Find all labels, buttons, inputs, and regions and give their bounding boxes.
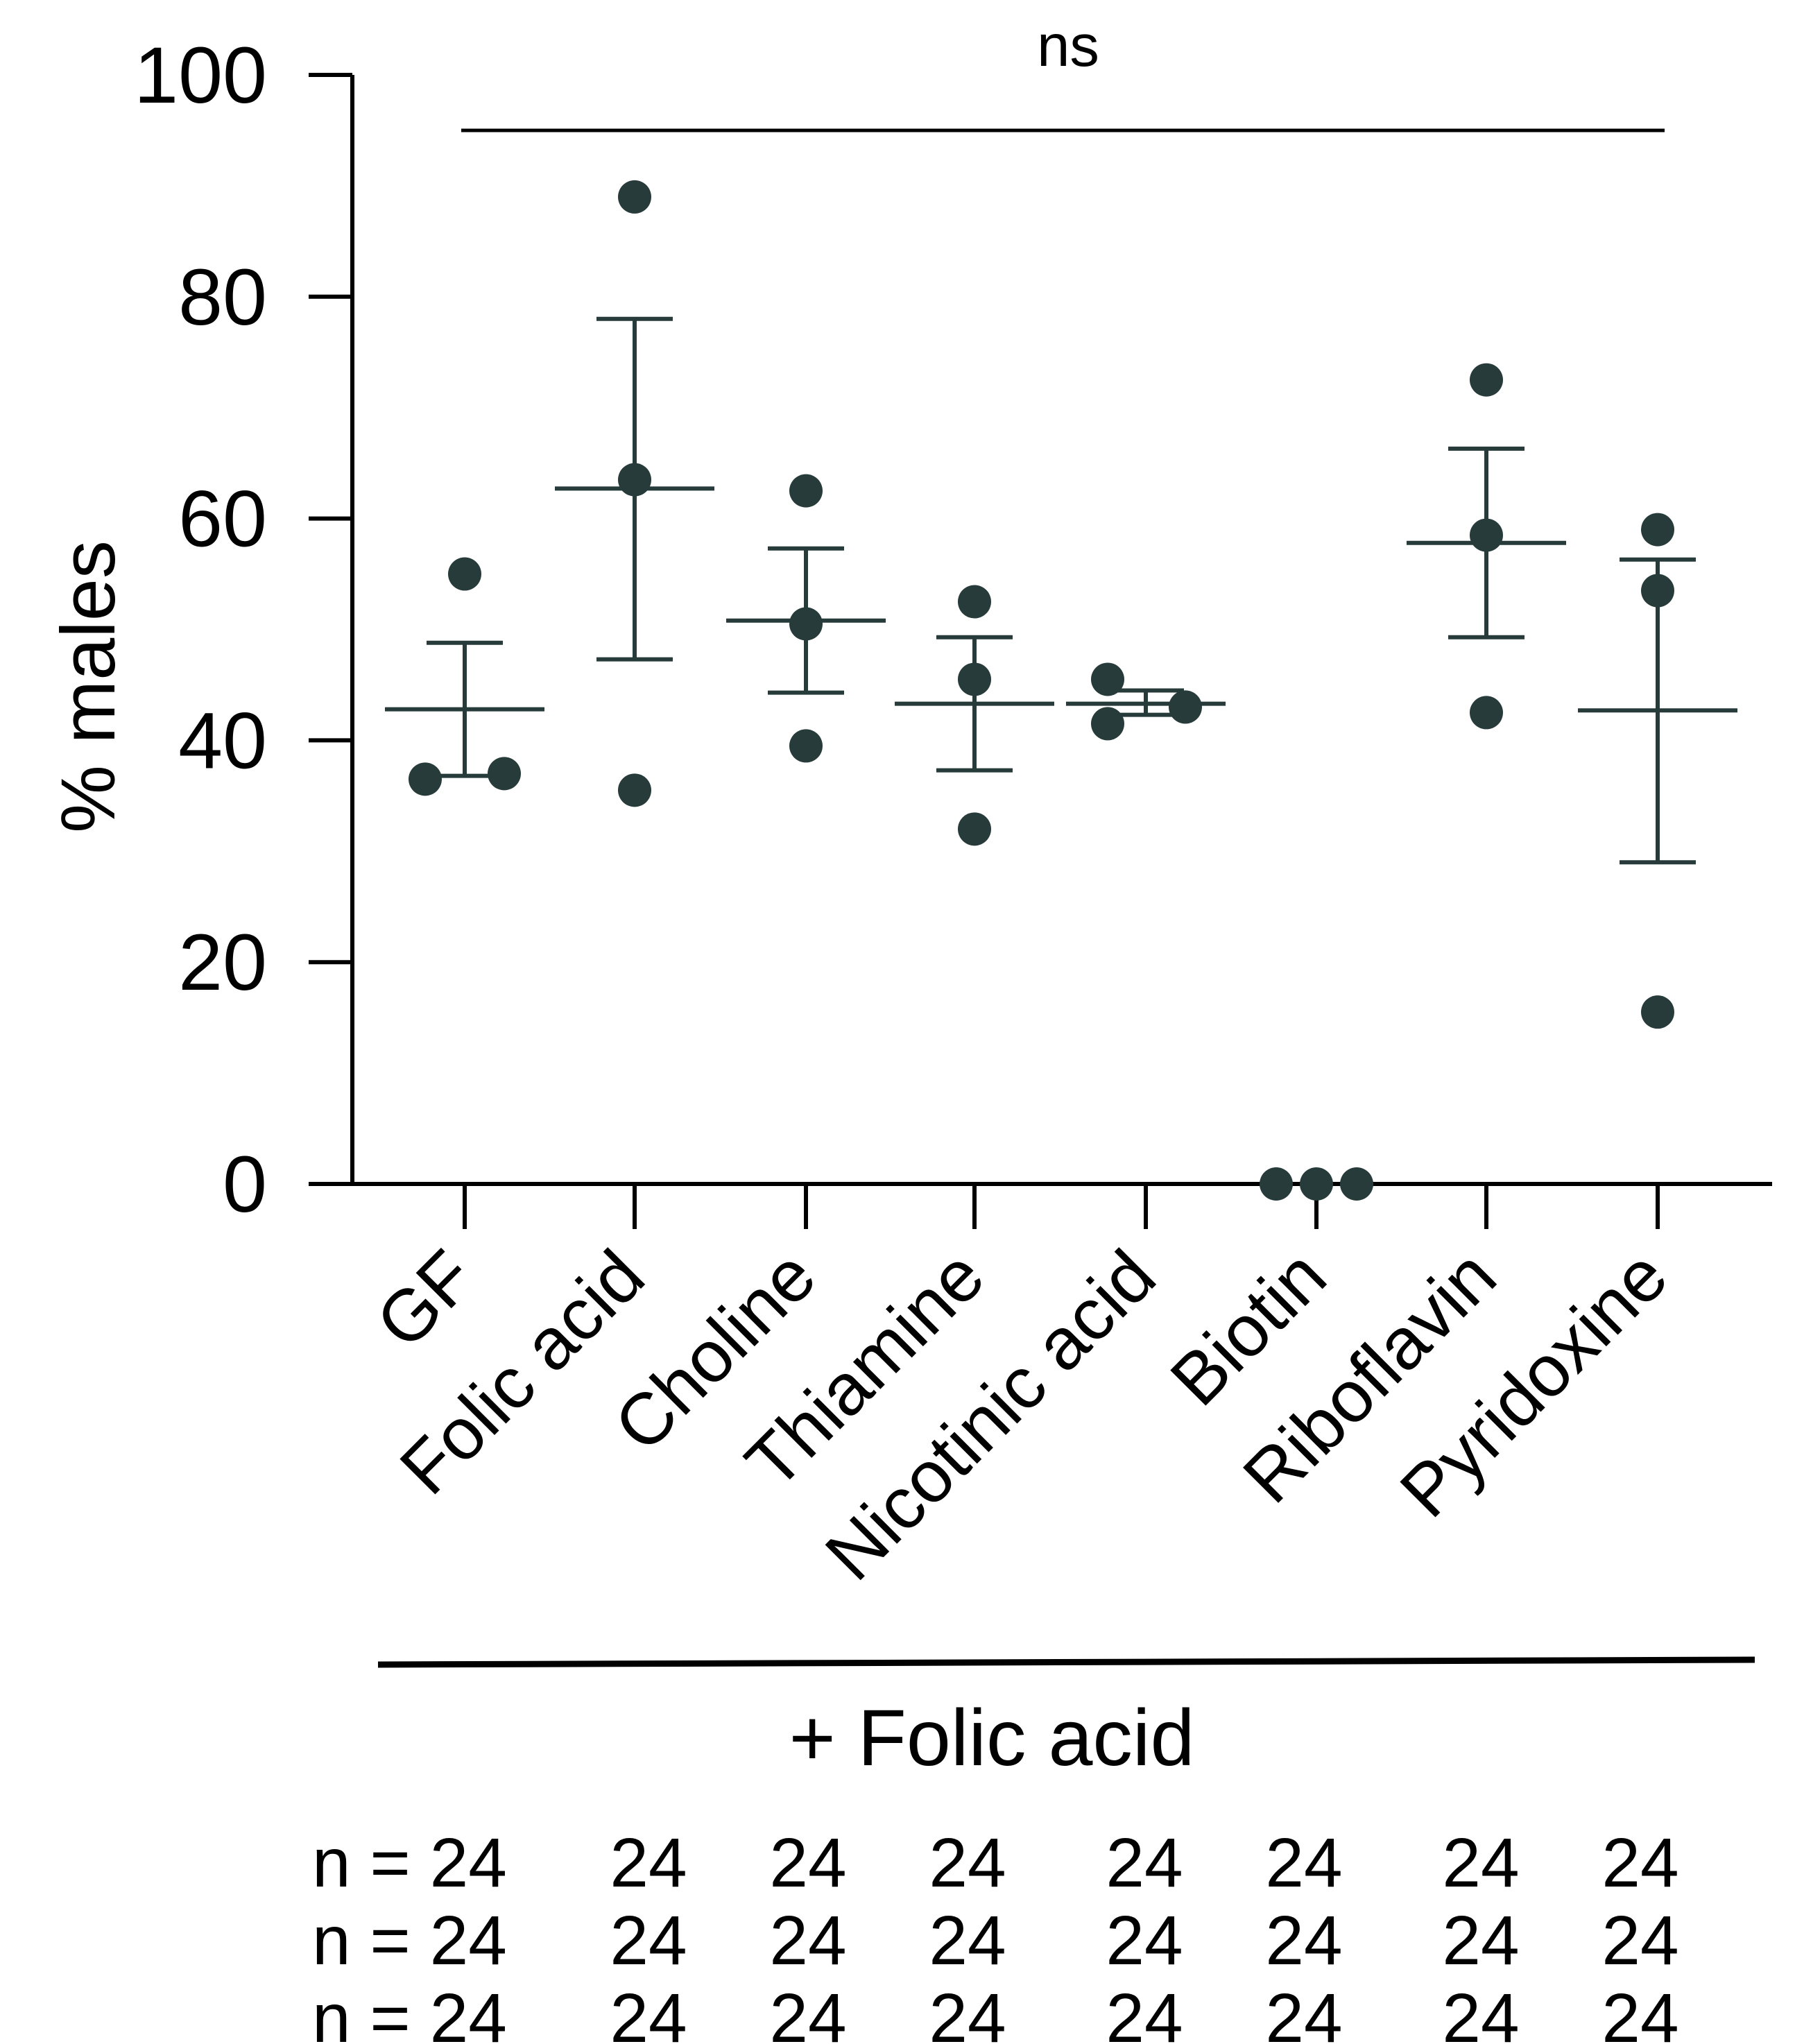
n-value: 24 [1601,1902,1678,1979]
n-value: 24 [1106,1902,1183,1979]
y-axis-label: % males [46,540,131,833]
data-point [488,757,521,791]
n-value: 24 [929,1824,1006,1902]
n-value: 24 [769,1824,846,1902]
data-point [1641,995,1674,1029]
data-point [1169,690,1202,724]
data-point [958,662,991,696]
n-row-label: n = 24 [312,1979,507,2044]
data-point [1091,707,1124,741]
y-tick-label: 60 [178,475,267,564]
data-point [958,812,991,846]
n-value: 24 [610,1824,687,1902]
n-value: 24 [769,1902,846,1979]
data-point [409,762,442,796]
data-point [1641,513,1674,547]
y-tick-label: 100 [134,31,267,120]
y-tick-label: 40 [178,696,267,785]
group-label: + Folic acid [789,1694,1195,1783]
data-point [789,474,823,508]
n-value: 24 [1265,1824,1342,1902]
data-point [1470,696,1503,730]
data-point [1470,363,1503,397]
n-value: 24 [1265,1979,1342,2044]
data-point [789,607,823,641]
n-value: 24 [1442,1824,1519,1902]
y-tick-label: 80 [178,253,267,342]
y-tick-label: 20 [178,918,267,1007]
y-tick-label: 0 [223,1140,267,1229]
data-point [1260,1167,1293,1201]
n-value: 24 [929,1979,1006,2044]
significance-label: ns [1037,13,1099,79]
n-value: 24 [1106,1824,1183,1902]
data-point [1340,1167,1373,1201]
x-tick-label: GF [361,1235,490,1364]
data-point [789,729,823,763]
n-value: 24 [1442,1979,1519,2044]
data-point [958,585,991,619]
data-point [1091,662,1124,696]
n-row-label: n = 24 [312,1902,507,1979]
n-value: 24 [610,1902,687,1979]
data-point [448,557,481,591]
n-value: 24 [1106,1979,1183,2044]
data-point [618,463,651,497]
data-point [618,180,651,214]
n-value: 24 [1442,1902,1519,1979]
n-value: 24 [1601,1979,1678,2044]
n-value: 24 [1601,1824,1678,1902]
data-point [618,773,651,807]
n-value: 24 [610,1979,687,2044]
n-row-label: n = 24 [312,1824,507,1902]
n-value: 24 [929,1902,1006,1979]
data-point [1470,518,1503,552]
data-point [1641,574,1674,608]
n-value: 24 [1265,1902,1342,1979]
group-bracket-line [377,1656,1755,1668]
n-value: 24 [769,1979,846,2044]
data-point [1300,1167,1333,1201]
